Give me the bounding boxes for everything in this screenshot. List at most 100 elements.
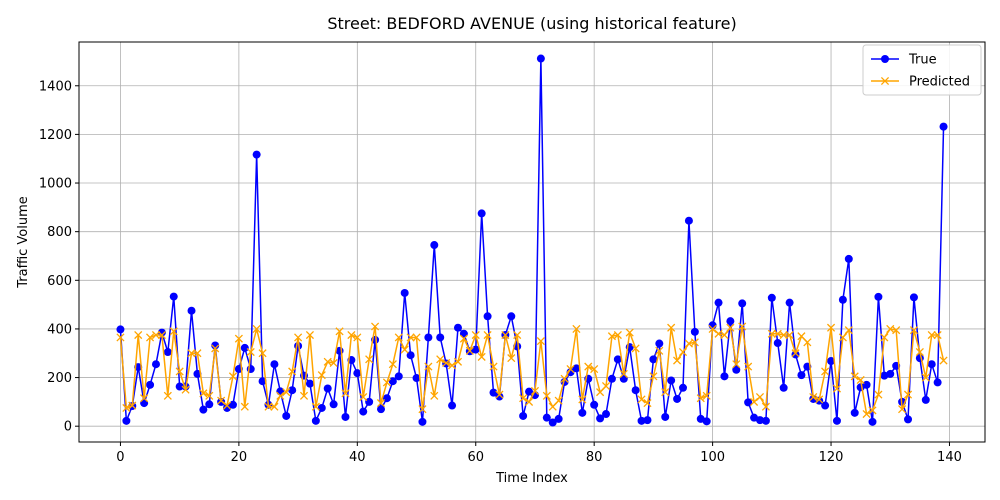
data-point-predicted — [217, 396, 226, 405]
data-point-true — [323, 384, 332, 393]
data-point-predicted — [584, 362, 593, 371]
data-point-true — [377, 405, 385, 414]
data-point-predicted — [578, 395, 587, 404]
data-point-predicted — [909, 326, 919, 335]
data-point-predicted — [299, 391, 309, 400]
data-point-true — [631, 386, 640, 395]
data-point-predicted — [678, 347, 688, 357]
data-point-true — [862, 380, 871, 389]
data-point-true — [702, 417, 711, 426]
data-point-predicted — [329, 358, 338, 368]
legend-marker-true — [881, 55, 889, 63]
data-point-predicted — [590, 364, 599, 374]
data-point-predicted — [412, 333, 421, 342]
data-point-predicted — [868, 406, 877, 415]
data-point-predicted — [424, 362, 433, 371]
data-point-predicted — [199, 389, 208, 398]
data-point-true — [400, 288, 409, 297]
data-point-predicted — [915, 347, 924, 357]
data-point-predicted — [400, 345, 409, 354]
data-point-predicted — [880, 333, 889, 342]
data-point-predicted — [892, 326, 901, 335]
data-point-predicted — [175, 367, 184, 376]
data-point-predicted — [430, 391, 439, 400]
data-point-true — [453, 323, 462, 332]
data-point-predicted — [903, 390, 913, 399]
data-point-true — [939, 122, 948, 131]
data-point-predicted — [347, 330, 356, 340]
data-point-predicted — [530, 386, 540, 395]
data-point-predicted — [341, 389, 350, 398]
series-layer — [116, 54, 948, 427]
data-point-true — [613, 355, 622, 364]
data-point-predicted — [625, 328, 634, 337]
data-point-predicted — [335, 327, 344, 336]
data-point-true — [726, 317, 735, 326]
data-point-true — [240, 343, 249, 352]
data-point-true — [850, 408, 859, 417]
data-point-true — [424, 333, 433, 342]
data-point-true — [305, 379, 314, 388]
data-point-true — [146, 380, 155, 389]
data-point-true — [329, 400, 338, 409]
data-point-true — [773, 339, 782, 348]
data-point-true — [732, 365, 741, 374]
x-axis-title: Time Index — [495, 471, 568, 486]
data-point-true — [288, 386, 297, 395]
x-tick-label: 40 — [349, 450, 366, 465]
data-point-predicted — [779, 330, 788, 340]
data-point-predicted — [643, 399, 652, 408]
data-point-true — [744, 398, 753, 407]
data-point-true — [223, 403, 232, 412]
data-point-predicted — [661, 388, 670, 397]
data-point-predicted — [359, 392, 368, 402]
y-tick-label: 600 — [47, 274, 72, 289]
data-point-true — [720, 372, 729, 381]
data-point-true — [797, 371, 806, 380]
data-point-predicted — [809, 392, 818, 402]
data-point-true — [596, 414, 605, 423]
data-point-true — [519, 411, 528, 420]
data-point-true — [927, 360, 936, 369]
data-point-predicted — [305, 330, 315, 340]
data-point-true — [868, 417, 877, 426]
y-tick-label: 1200 — [39, 128, 72, 143]
data-point-predicted — [228, 372, 238, 381]
data-point-predicted — [205, 391, 214, 400]
data-point-true — [199, 405, 208, 414]
x-tick-label: 0 — [116, 450, 124, 465]
data-point-true — [827, 357, 836, 366]
data-point-predicted — [572, 324, 581, 333]
data-point-true — [282, 411, 291, 420]
data-point-predicted — [655, 346, 664, 355]
data-point-true — [933, 378, 942, 387]
data-point-predicted — [738, 322, 747, 331]
data-point-predicted — [708, 324, 717, 333]
data-point-predicted — [761, 402, 770, 411]
data-point-predicted — [815, 395, 824, 404]
data-point-predicted — [921, 373, 930, 382]
data-point-true — [187, 306, 196, 315]
data-point-predicted — [673, 356, 682, 365]
data-point-predicted — [826, 323, 836, 332]
series-predicted — [116, 322, 948, 419]
data-point-true — [679, 383, 687, 392]
ticks: 0 20 40 60 80 100 120 1400200400600800100012001… — [39, 79, 962, 465]
data-point-true — [909, 293, 918, 302]
data-point-true — [495, 392, 504, 401]
data-point-true — [448, 401, 457, 410]
data-point-true — [382, 394, 391, 403]
data-point-true — [578, 408, 587, 417]
data-point-predicted — [128, 401, 137, 410]
data-point-true — [755, 416, 764, 425]
data-point-predicted — [838, 333, 847, 342]
data-point-predicted — [418, 405, 427, 414]
data-point-predicted — [744, 362, 753, 371]
data-point-predicted — [222, 401, 232, 410]
plot-frame — [78, 41, 986, 443]
chart-title: Street: BEDFORD AVENUE (using historical… — [327, 14, 736, 33]
data-point-predicted — [507, 354, 516, 363]
data-point-predicted — [732, 360, 741, 369]
grid — [79, 42, 985, 442]
